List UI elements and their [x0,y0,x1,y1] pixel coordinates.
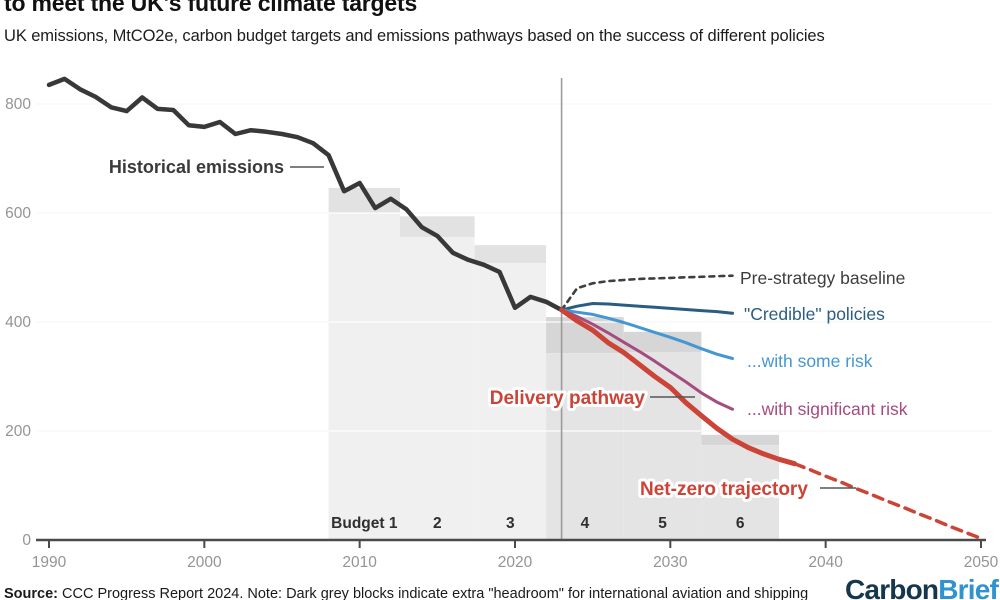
y-tick-label: 400 [5,314,31,331]
logo-brief: Brief [938,574,999,600]
source-text: CCC Progress Report 2024. Note: Dark gre… [58,586,809,600]
annotation-label-baseline: Pre-strategy baseline [740,268,905,288]
series-with-significant-risk [560,308,734,411]
x-tick-label: 2010 [342,554,377,571]
source-note: Source: CCC Progress Report 2024. Note: … [4,586,808,600]
budget-block [328,213,401,540]
annotation-label-some-risk: ...with some risk [747,351,873,371]
series-net-zero-trajectory [792,461,983,541]
x-tick-label: 2050 [964,554,999,571]
budget-label: Budget 1 [331,515,398,532]
annotation-label-delivery-pathway: Delivery pathway [490,388,646,409]
annotation-label-historical: Historical emissions [109,157,284,177]
budget-block [400,236,475,541]
chart-title: to meet the UK's future climate targets [4,0,418,16]
y-tick-label: 200 [5,423,31,440]
series-historical [46,76,564,313]
series-pre-strategy-baseline [560,274,734,312]
budget-headroom-block [474,245,547,264]
budget-label: 4 [581,515,590,532]
annotation-label-significant-risk: ...with significant risk [747,399,908,419]
budget-headroom-block [701,434,780,446]
logo-carbon: Carbon [845,574,939,600]
budget-label: 3 [506,515,515,532]
budget-label: 5 [658,515,667,532]
annotation-label-net-zero: Net-zero trajectory [640,479,808,500]
budget-headroom-block [623,331,702,352]
y-tick-label: 800 [5,96,31,113]
x-tick-label: 2030 [653,554,688,571]
x-tick-label: 2000 [187,554,222,571]
series-credible-policies [560,302,734,315]
source-label: Source: [4,586,58,600]
x-tick-label: 2040 [808,554,843,571]
budget-block [474,263,547,540]
budget-block [701,445,780,540]
series-delivery-pathway [559,307,798,467]
series-with-some-risk [560,308,734,360]
x-tick-label: 1990 [32,554,67,571]
chart-subtitle: UK emissions, MtCO2e, carbon budget targ… [4,27,825,45]
x-tick-label: 2020 [498,554,533,571]
y-tick-label: 600 [5,205,31,222]
annotation-label-credible: "Credible" policies [744,304,885,324]
budget-label: 2 [433,515,442,532]
budget-label: 6 [736,515,745,532]
carbonbrief-logo: CarbonBrief [845,574,999,600]
budget-block [546,353,624,540]
y-tick-label: 0 [22,532,31,549]
